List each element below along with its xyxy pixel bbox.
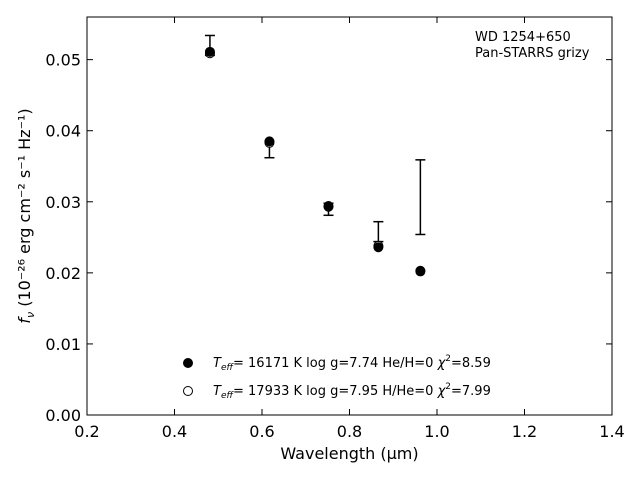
model-point-filled: [373, 242, 384, 253]
y-axis-title-symbol: f: [15, 316, 34, 324]
model-point-filled: [204, 46, 215, 57]
x-tick-label: 1.4: [599, 422, 624, 441]
model-point-filled: [264, 136, 275, 147]
legend: Teff= 16171 K log g=7.74 He/H=0 χ2=8.59 …: [183, 354, 491, 401]
legend-marker-filled: [183, 358, 193, 368]
x-tick-label: 0.4: [162, 422, 187, 441]
x-tick-label: 0.6: [249, 422, 274, 441]
axis-ticks: 0.2 0.4 0.6 0.8 1.0 1.2 1.4 0.00 0.01 0.02 0.03 0.0…: [45, 17, 625, 441]
x-tick-label: 1.2: [512, 422, 537, 441]
x-tick-label: 1.0: [424, 422, 449, 441]
y-tick-label: 0.03: [45, 193, 81, 212]
model-point-filled: [415, 266, 426, 277]
annotation-line-2: Pan-STARRS grizy: [475, 46, 590, 61]
y-tick-label: 0.00: [45, 406, 81, 425]
y-axis-title-units: (10⁻²⁶ erg cm⁻² s⁻¹ Hz⁻¹): [15, 108, 34, 312]
legend-marker-open: [183, 386, 193, 396]
model-point-filled: [323, 201, 334, 212]
legend-entry-1: Teff= 16171 K log g=7.74 He/H=0 χ2=8.59: [213, 354, 491, 373]
y-tick-label: 0.02: [45, 264, 81, 283]
y-tick-label: 0.04: [45, 122, 81, 141]
annotation-line-1: WD 1254+650: [475, 30, 571, 45]
y-axis-title: fν (10⁻²⁶ erg cm⁻² s⁻¹ Hz⁻¹): [15, 108, 37, 323]
plot-area: [204, 34, 426, 277]
y-axis-title-sub: ν: [24, 312, 37, 318]
legend-entry-2: Teff= 17933 K log g=7.95 H/He=0 χ2=7.99: [213, 382, 491, 401]
y-tick-label: 0.01: [45, 335, 81, 354]
x-tick-label: 0.2: [74, 422, 99, 441]
x-axis-title: Wavelength (μm): [280, 444, 418, 463]
plot-frame: [86, 16, 613, 416]
x-tick-label: 0.8: [337, 422, 362, 441]
y-tick-label: 0.05: [45, 51, 81, 70]
